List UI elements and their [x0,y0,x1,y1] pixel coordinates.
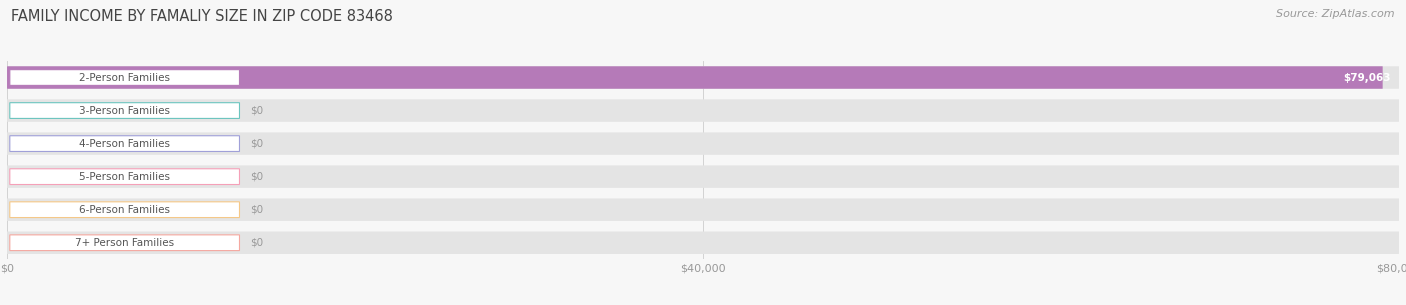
FancyBboxPatch shape [7,231,1399,254]
FancyBboxPatch shape [7,199,1399,221]
FancyBboxPatch shape [10,202,239,217]
Text: $0: $0 [250,238,264,248]
Text: Source: ZipAtlas.com: Source: ZipAtlas.com [1277,9,1395,19]
FancyBboxPatch shape [7,99,1399,122]
FancyBboxPatch shape [10,70,239,85]
Text: 2-Person Families: 2-Person Families [79,73,170,83]
FancyBboxPatch shape [10,136,239,152]
Text: $0: $0 [250,172,264,182]
Text: 5-Person Families: 5-Person Families [79,172,170,182]
FancyBboxPatch shape [7,165,1399,188]
Text: $0: $0 [250,106,264,116]
FancyBboxPatch shape [7,132,1399,155]
Text: FAMILY INCOME BY FAMALIY SIZE IN ZIP CODE 83468: FAMILY INCOME BY FAMALIY SIZE IN ZIP COD… [11,9,394,24]
FancyBboxPatch shape [10,169,239,185]
Text: $0: $0 [250,205,264,215]
FancyBboxPatch shape [7,66,1399,89]
Text: 4-Person Families: 4-Person Families [79,138,170,149]
FancyBboxPatch shape [10,103,239,118]
Text: 7+ Person Families: 7+ Person Families [75,238,174,248]
Text: $79,063: $79,063 [1343,73,1391,83]
FancyBboxPatch shape [7,66,1382,89]
Text: 3-Person Families: 3-Person Families [79,106,170,116]
Text: $0: $0 [250,138,264,149]
Text: 6-Person Families: 6-Person Families [79,205,170,215]
FancyBboxPatch shape [10,235,239,251]
